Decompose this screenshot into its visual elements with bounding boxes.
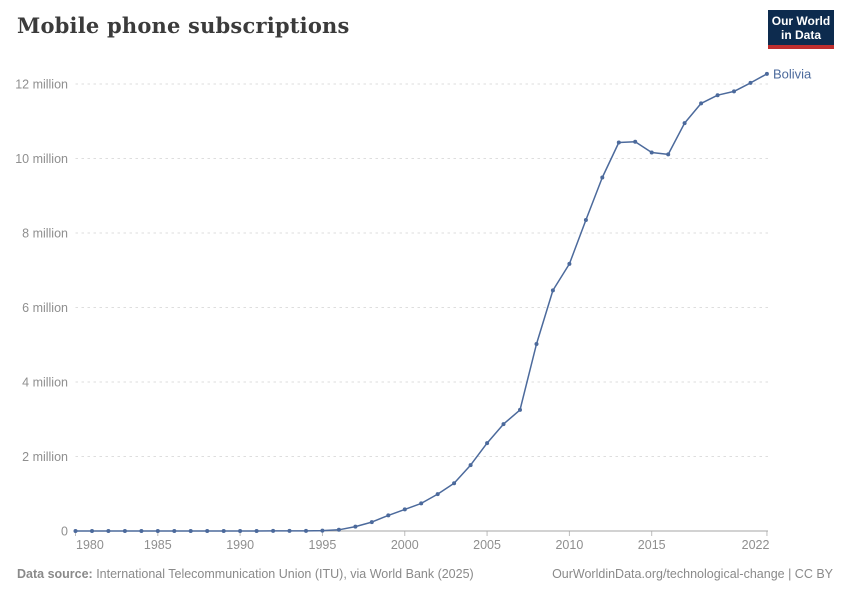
chart-title: Mobile phone subscriptions <box>17 13 350 38</box>
data-source-note: Data source: International Telecommunica… <box>17 567 474 581</box>
data-source-text: International Telecommunication Union (I… <box>92 567 474 581</box>
data-point <box>238 529 243 533</box>
data-point <box>748 80 753 85</box>
data-point <box>485 441 490 446</box>
data-point <box>402 507 407 512</box>
data-line[interactable] <box>75 73 768 532</box>
data-point <box>106 529 111 533</box>
data-point <box>468 463 473 468</box>
data-point <box>139 529 144 533</box>
y-axis-label: 2 million <box>22 450 68 464</box>
owid-logo[interactable]: Our World in Data <box>768 10 834 49</box>
data-point <box>155 529 160 533</box>
data-point <box>205 529 210 533</box>
data-source-label: Data source: <box>17 567 93 581</box>
data-point <box>353 524 358 529</box>
x-axis-label: 1990 <box>226 538 254 552</box>
data-point <box>271 528 276 533</box>
line-chart[interactable]: 0 2 million 4 million 6 million 8 million 10 … <box>0 0 850 560</box>
y-axis-label: 4 million <box>22 376 68 390</box>
data-point <box>649 150 654 155</box>
x-axis-label: 1980 <box>76 538 104 552</box>
x-axis-label: 2000 <box>391 538 419 552</box>
owid-logo-line1: Our World <box>771 13 831 28</box>
data-point <box>764 71 769 76</box>
data-point <box>666 152 671 157</box>
data-point <box>600 175 605 180</box>
data-point <box>122 529 127 533</box>
y-axis-label: 8 million <box>22 227 68 241</box>
chart-footer: Data source: International Telecommunica… <box>17 567 833 581</box>
data-point <box>304 528 308 533</box>
data-point <box>221 529 226 533</box>
owid-logo-line2: in Data <box>780 27 821 42</box>
x-axis-label: 1985 <box>144 538 172 552</box>
x-axis-label: 2022 <box>742 538 770 552</box>
data-point <box>320 528 325 533</box>
data-point <box>386 513 391 518</box>
data-point <box>732 89 736 94</box>
data-point <box>90 529 94 533</box>
x-axis-label: 2015 <box>638 538 666 552</box>
y-axis-label: 10 million <box>15 152 68 166</box>
data-point <box>435 492 440 497</box>
data-point <box>73 529 78 533</box>
y-axis-label: 6 million <box>22 301 68 315</box>
data-point <box>501 422 506 427</box>
series-end-label[interactable]: Bolivia <box>773 66 812 81</box>
x-axis-label: 2010 <box>555 538 583 552</box>
data-point <box>188 529 193 533</box>
data-point <box>583 218 588 222</box>
data-point <box>254 529 259 533</box>
data-point <box>682 121 687 126</box>
y-axis-label: 12 million <box>15 78 68 92</box>
x-axis-label: 2005 <box>473 538 501 552</box>
data-point <box>567 261 572 266</box>
data-point <box>287 528 292 533</box>
data-point <box>616 140 621 145</box>
data-point <box>419 501 424 506</box>
x-axis-label: 1995 <box>309 538 337 552</box>
data-point <box>172 529 177 533</box>
data-point <box>369 520 374 525</box>
data-point <box>699 101 704 106</box>
data-point <box>715 93 720 98</box>
y-axis-label: 0 <box>61 525 68 539</box>
data-point <box>518 407 522 412</box>
data-point <box>550 288 555 293</box>
owid-url-license[interactable]: OurWorldinData.org/technological-change … <box>552 567 833 581</box>
data-point <box>336 527 341 532</box>
data-point <box>452 481 457 486</box>
data-point <box>534 342 539 346</box>
data-point <box>633 139 638 144</box>
